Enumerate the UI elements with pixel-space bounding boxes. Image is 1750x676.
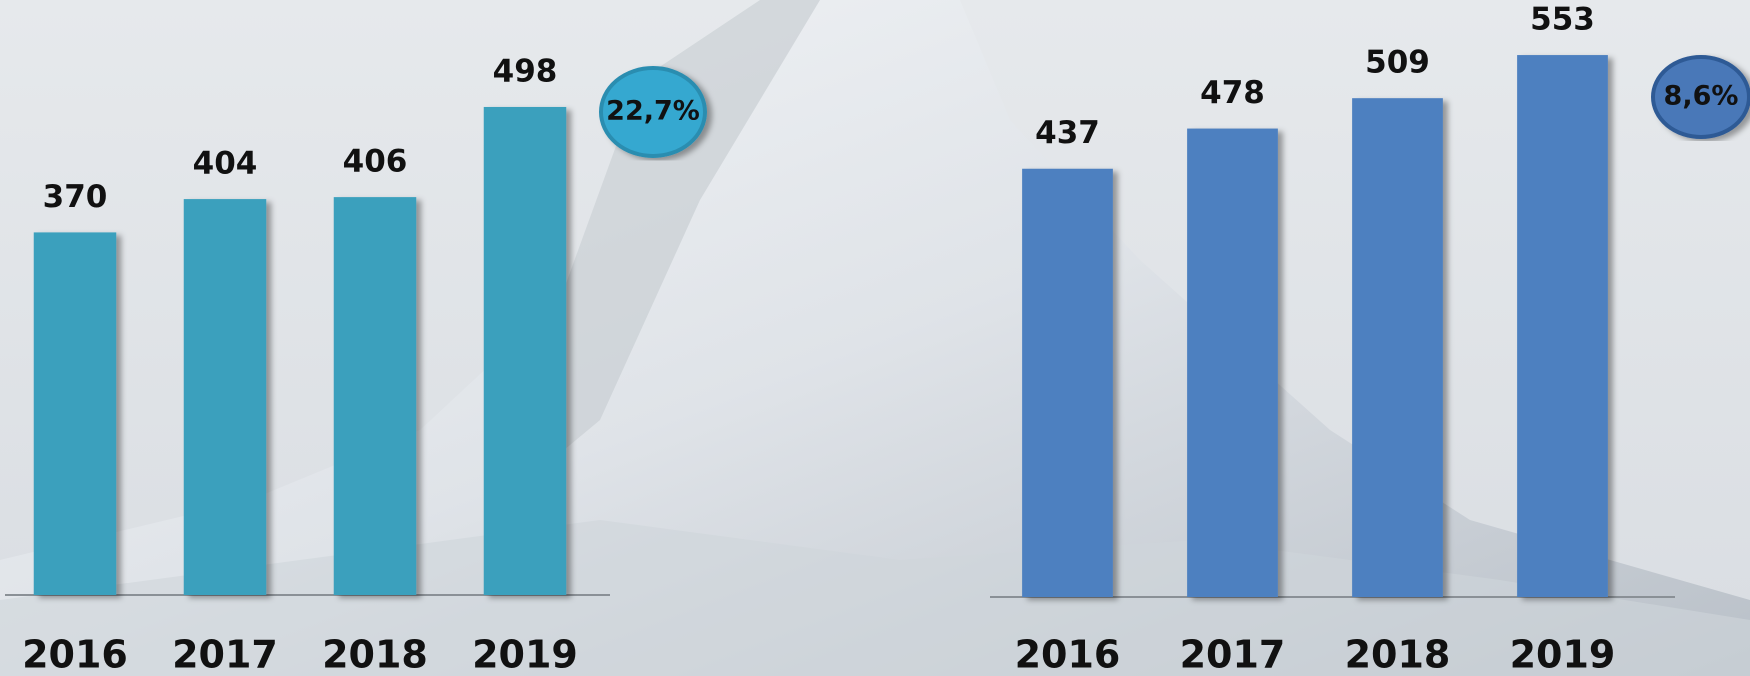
- value-label: 553: [1530, 2, 1595, 38]
- value-label: 437: [1035, 115, 1100, 151]
- page: 370 2016 404 2017 406 2018 498 2019 22,7% 437 2016…: [0, 0, 1750, 676]
- value-label: 498: [493, 53, 558, 89]
- bar: [1187, 129, 1278, 597]
- value-label: 478: [1200, 75, 1265, 111]
- bar: [334, 197, 417, 595]
- value-label: 509: [1365, 45, 1430, 81]
- value-label: 370: [43, 179, 108, 215]
- x-tick-label: 2018: [322, 633, 428, 676]
- x-tick-label: 2018: [1345, 633, 1451, 676]
- bar: [1352, 98, 1443, 597]
- bar: [34, 232, 117, 595]
- x-tick-label: 2017: [1180, 633, 1286, 676]
- bar: [484, 107, 567, 595]
- x-tick-label: 2019: [472, 633, 578, 676]
- value-label: 404: [193, 146, 258, 182]
- x-tick-label: 2017: [172, 633, 278, 676]
- x-tick-label: 2016: [1015, 633, 1121, 676]
- annotation: 22,7%: [606, 96, 700, 127]
- annotation: 8,6%: [1664, 81, 1739, 112]
- bar: [1022, 169, 1113, 597]
- x-tick-label: 2019: [1510, 633, 1616, 676]
- bar: [184, 199, 267, 595]
- x-tick-label: 2016: [22, 633, 128, 676]
- bar: [1517, 55, 1608, 597]
- value-label: 406: [343, 144, 408, 180]
- chart: 370 2016 404 2017 406 2018 498 2019 22,7% 437 2016…: [0, 0, 1750, 676]
